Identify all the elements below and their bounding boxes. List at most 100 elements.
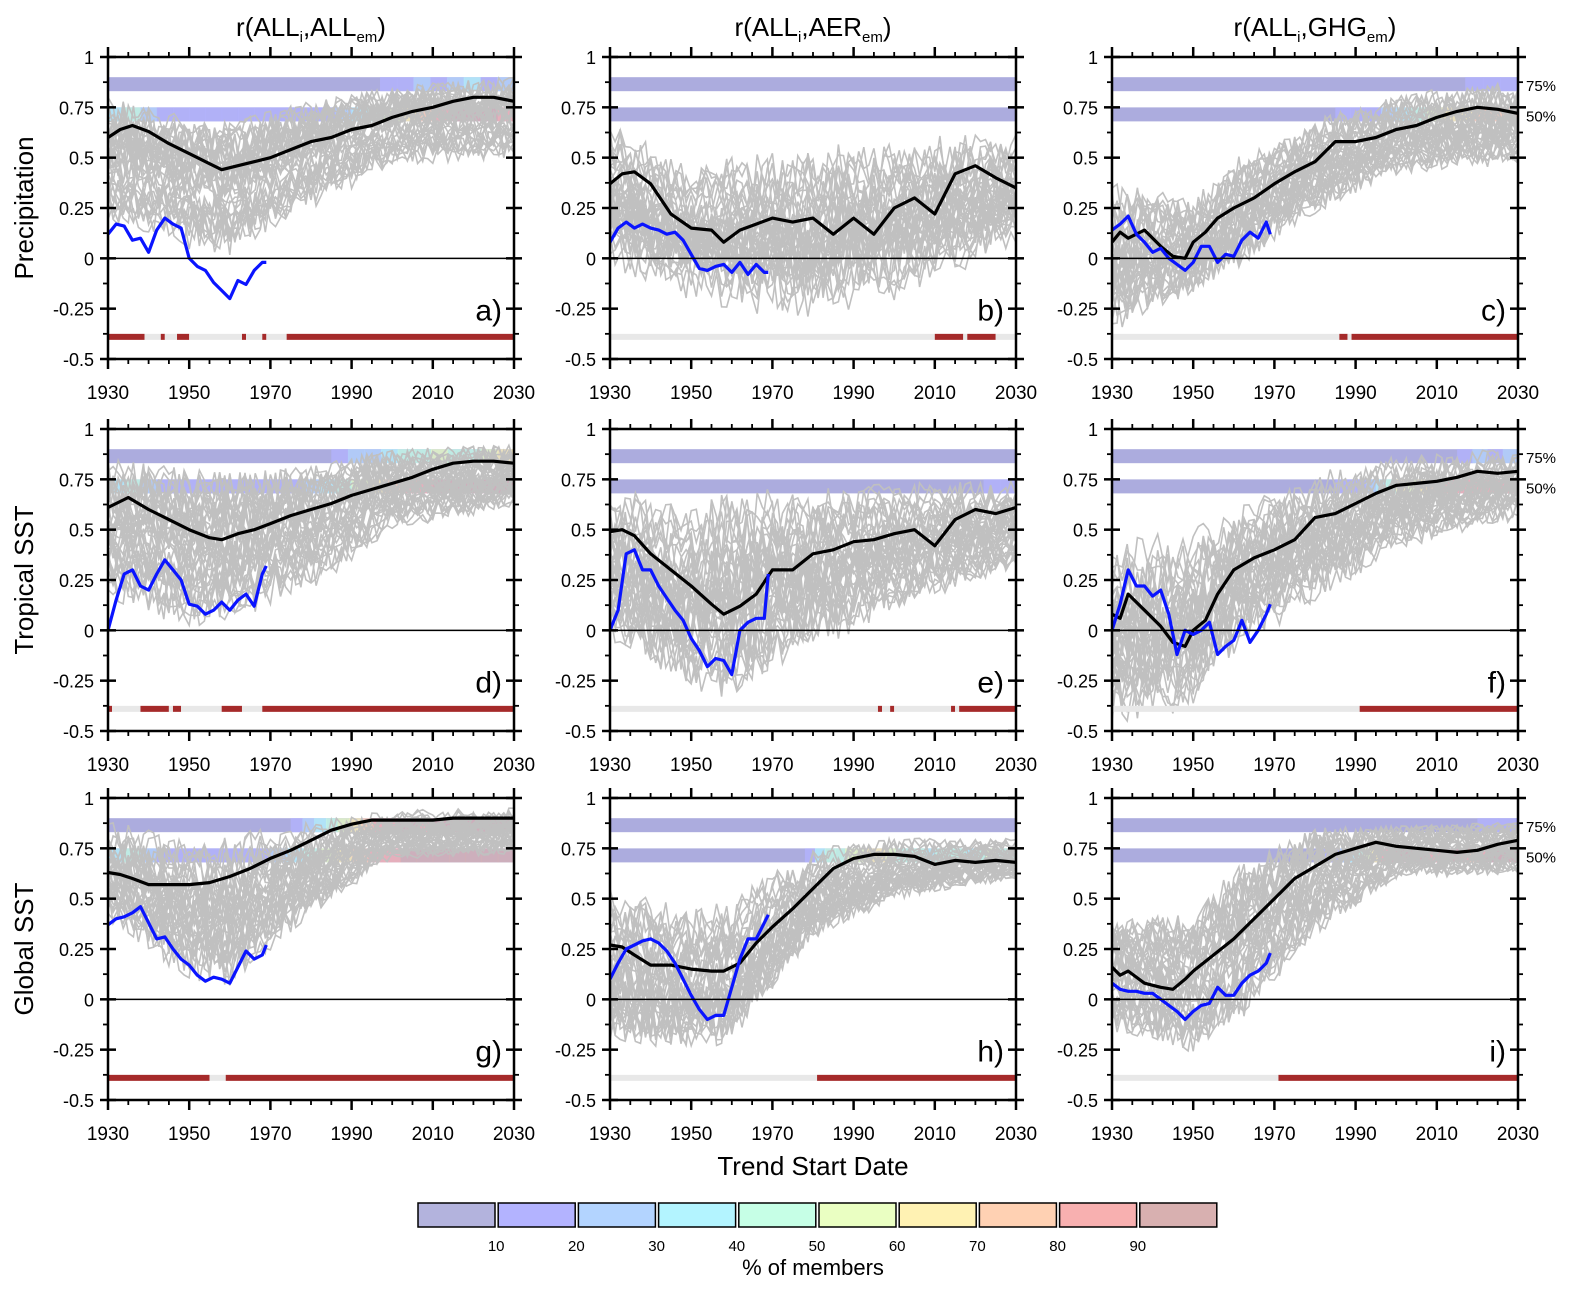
y-tick-label: -0.5 (1067, 1091, 1098, 1111)
ensemble-mean-line (1112, 838, 1518, 991)
member-line (610, 131, 1016, 208)
member-line (1112, 497, 1518, 707)
member-line (108, 835, 514, 971)
x-tick-label: 2030 (493, 383, 535, 404)
colorbar-tick-label: 40 (728, 1238, 745, 1255)
x-tick-label: 1990 (832, 383, 874, 404)
colorbar-swatch (1139, 1202, 1218, 1228)
y-tick-label: 0.5 (69, 149, 94, 169)
x-tick-label: 1970 (1253, 1124, 1295, 1145)
member-line (1112, 456, 1518, 614)
y-tick-label: -0.25 (555, 300, 596, 320)
colorbar-tick-label: 20 (568, 1238, 585, 1255)
plot-area (610, 449, 1016, 712)
y-tick-label: 0.5 (69, 521, 94, 541)
member-line (1112, 496, 1518, 699)
x-tick-label: 1970 (751, 1124, 793, 1145)
x-tick-label: 1990 (832, 755, 874, 776)
x-tick-label: 1990 (832, 1124, 874, 1145)
y-tick-label: 0.5 (571, 890, 596, 910)
y-tick-label: -0.5 (565, 1091, 596, 1111)
plot-area (108, 443, 514, 712)
significance-segment (140, 705, 169, 712)
ensemble-mean-line (610, 505, 1016, 616)
significance-segment (108, 705, 113, 712)
x-tick-label: 2010 (1416, 1124, 1458, 1145)
panel-d: -0.5 -0.25 0 0.25 0.5 0.75 1 1930 1950 1970 1990 20… (53, 419, 535, 776)
observed-line (610, 548, 770, 677)
member-line (610, 843, 1016, 972)
member-line (1112, 134, 1518, 320)
y-tick-label: -0.5 (1067, 722, 1098, 742)
significance-segment (610, 1074, 818, 1081)
band-segment (290, 818, 303, 833)
x-tick-label: 2010 (1416, 383, 1458, 404)
y-tick-label: 1 (586, 789, 596, 809)
observed-line (1112, 214, 1272, 272)
y-tick-label: 0.25 (561, 199, 596, 219)
x-tick-label: 1970 (1253, 383, 1295, 404)
x-tick-label: 1950 (168, 755, 210, 776)
significance-segment (177, 333, 190, 340)
panel-label: a) (475, 295, 502, 328)
y-tick-label: 0.5 (69, 890, 94, 910)
panel-label: g) (475, 1036, 502, 1069)
band-segment (497, 848, 514, 863)
x-tick-label: 1950 (1172, 1124, 1214, 1145)
row-label-tropical-sst: Tropical SST (9, 505, 39, 654)
observed-line (1112, 568, 1272, 657)
significance-segment (225, 1074, 514, 1081)
significance-segment (286, 333, 514, 340)
member-line (108, 452, 514, 544)
significance-segment (1359, 705, 1518, 712)
member-line (108, 450, 514, 536)
member-line (1112, 453, 1518, 605)
panel-b: -0.5 -0.25 0 0.25 0.5 0.75 1 1930 1950 1970 1990 20… (555, 47, 1037, 404)
ensemble-mean-line (1112, 105, 1518, 260)
ensemble-mean-line (610, 164, 1016, 244)
plot-area (1112, 449, 1518, 723)
x-tick-label: 1990 (1334, 1124, 1376, 1145)
y-tick-label: -0.25 (53, 300, 94, 320)
panel-i: -0.5 -0.25 0 0.25 0.5 0.75 1 1930 1950 1970 1990 20… (1057, 788, 1556, 1145)
significance-segment (894, 705, 952, 712)
member-line (1112, 117, 1518, 299)
observed-line (610, 220, 769, 276)
member-line (1112, 100, 1518, 258)
colorbar-swatch (1058, 1202, 1138, 1228)
significance-segment (955, 705, 960, 712)
member-line (610, 515, 1016, 635)
member-line (1112, 472, 1518, 640)
panel-h: -0.5 -0.25 0 0.25 0.5 0.75 1 1930 1950 1970 1990 20… (555, 788, 1037, 1145)
plot-area (610, 818, 1016, 1081)
panel-label: c) (1481, 295, 1506, 328)
significance-segment (168, 705, 173, 712)
significance-segment (1351, 333, 1518, 340)
significance-segment (189, 333, 242, 340)
band-upper-75 (610, 818, 1016, 833)
x-tick-label: 1970 (249, 1124, 291, 1145)
member-line (108, 82, 514, 169)
member-line (1112, 456, 1518, 627)
y-tick-label: -0.5 (63, 722, 94, 742)
x-tick-label: 1930 (589, 1124, 631, 1145)
significance-segment (266, 333, 287, 340)
member-line (108, 118, 514, 236)
x-tick-label: 2030 (1497, 755, 1539, 776)
plot-area (1112, 77, 1518, 340)
significance-segment (172, 705, 182, 712)
member-line (610, 496, 1016, 572)
x-tick-label: 1970 (751, 383, 793, 404)
band-segment (254, 107, 271, 122)
colorbar-tick-label: 30 (648, 1238, 665, 1255)
colorbar-tick-label: 10 (488, 1238, 505, 1255)
member-line (1112, 851, 1518, 1028)
significance-segment (1278, 1074, 1518, 1081)
significance-segment (882, 705, 891, 712)
member-line (108, 93, 514, 192)
observed-line (108, 558, 268, 631)
member-line (108, 472, 514, 585)
significance-segment (108, 333, 145, 340)
member-line (1112, 92, 1518, 244)
